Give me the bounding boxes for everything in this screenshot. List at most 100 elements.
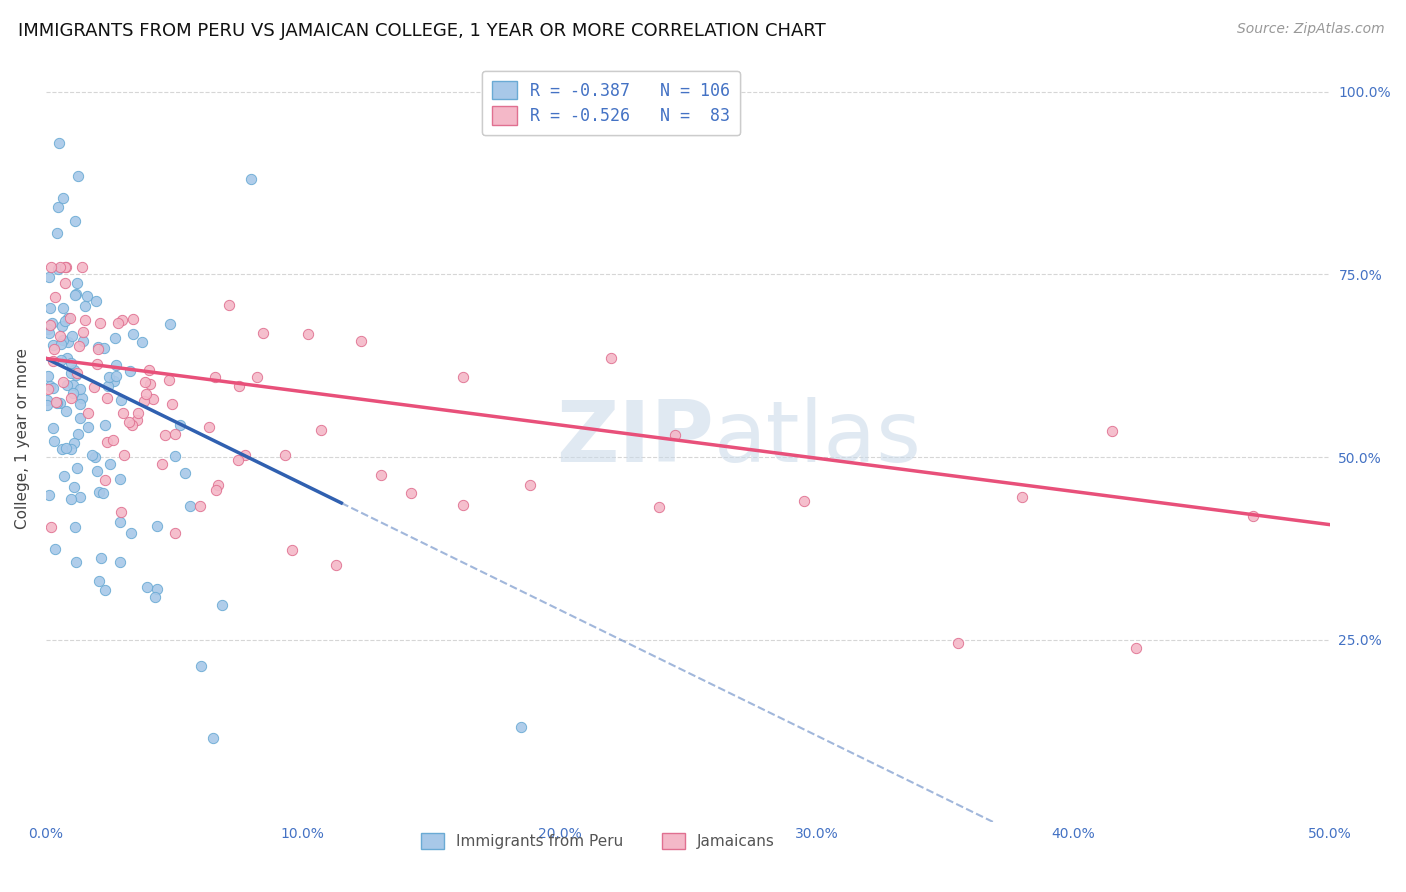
Point xyxy=(108,555,131,569)
Point xyxy=(42,342,65,356)
Point xyxy=(121,418,143,433)
Point xyxy=(41,338,63,352)
Point xyxy=(63,520,86,534)
Point xyxy=(41,317,63,331)
Point xyxy=(49,396,72,410)
Point xyxy=(37,369,59,384)
Point xyxy=(49,329,72,343)
Point xyxy=(63,480,86,494)
Point xyxy=(44,434,66,449)
Point xyxy=(45,396,67,410)
Point xyxy=(59,366,82,380)
Point xyxy=(45,395,67,409)
Point xyxy=(103,374,125,388)
Point xyxy=(52,191,75,205)
Point xyxy=(51,319,73,334)
Point xyxy=(65,287,87,301)
Point xyxy=(60,391,83,405)
Point xyxy=(62,377,84,392)
Point xyxy=(55,260,77,274)
Point xyxy=(52,301,75,315)
Point xyxy=(246,370,269,384)
Point xyxy=(75,313,97,327)
Point xyxy=(42,421,65,435)
Point xyxy=(72,260,94,274)
Point xyxy=(91,486,114,500)
Point xyxy=(135,386,157,401)
Point xyxy=(142,392,165,406)
Point xyxy=(59,491,82,506)
Point xyxy=(38,488,60,502)
Point xyxy=(145,590,167,604)
Point xyxy=(56,311,79,326)
Point xyxy=(110,392,132,407)
Point xyxy=(159,317,181,331)
Point xyxy=(138,363,160,377)
Point xyxy=(793,494,815,508)
Point xyxy=(44,542,66,557)
Point xyxy=(163,426,186,441)
Point xyxy=(53,260,76,274)
Point xyxy=(169,418,191,433)
Point xyxy=(96,391,118,405)
Point xyxy=(150,458,173,472)
Point xyxy=(44,290,66,304)
Point xyxy=(1101,425,1123,439)
Point xyxy=(46,226,69,240)
Point xyxy=(139,376,162,391)
Point xyxy=(37,382,59,396)
Point xyxy=(228,379,250,393)
Point xyxy=(67,169,90,183)
Point xyxy=(83,380,105,394)
Point xyxy=(87,342,110,356)
Point xyxy=(600,351,623,366)
Point xyxy=(59,356,82,370)
Point xyxy=(52,375,75,389)
Point xyxy=(108,515,131,529)
Point xyxy=(122,312,145,326)
Point xyxy=(297,327,319,342)
Point xyxy=(157,373,180,387)
Point xyxy=(101,433,124,447)
Point xyxy=(76,406,98,420)
Point xyxy=(72,326,94,340)
Point xyxy=(38,301,60,315)
Point xyxy=(39,318,62,332)
Point xyxy=(165,449,187,463)
Point xyxy=(48,136,70,150)
Point xyxy=(173,467,195,481)
Text: atlas: atlas xyxy=(714,397,922,480)
Point xyxy=(87,574,110,588)
Point xyxy=(56,377,79,392)
Point xyxy=(39,520,62,534)
Point xyxy=(453,369,475,384)
Point xyxy=(76,289,98,303)
Point xyxy=(190,499,212,513)
Point xyxy=(37,398,59,412)
Point xyxy=(56,334,79,349)
Point xyxy=(63,214,86,228)
Point xyxy=(104,331,127,345)
Point xyxy=(48,200,70,214)
Point xyxy=(69,397,91,411)
Point xyxy=(72,334,94,348)
Point xyxy=(946,636,969,650)
Point xyxy=(664,428,686,442)
Point xyxy=(112,405,135,419)
Point xyxy=(60,442,83,457)
Point xyxy=(46,261,69,276)
Point xyxy=(82,448,104,462)
Point xyxy=(41,354,63,368)
Point xyxy=(207,478,229,492)
Point xyxy=(66,276,89,290)
Point xyxy=(127,406,149,420)
Point xyxy=(273,448,295,462)
Point xyxy=(1241,508,1264,523)
Point xyxy=(63,436,86,450)
Point xyxy=(55,404,77,418)
Point xyxy=(146,519,169,533)
Point xyxy=(66,426,89,441)
Point xyxy=(370,467,392,482)
Point xyxy=(37,392,59,407)
Text: Source: ZipAtlas.com: Source: ZipAtlas.com xyxy=(1237,22,1385,37)
